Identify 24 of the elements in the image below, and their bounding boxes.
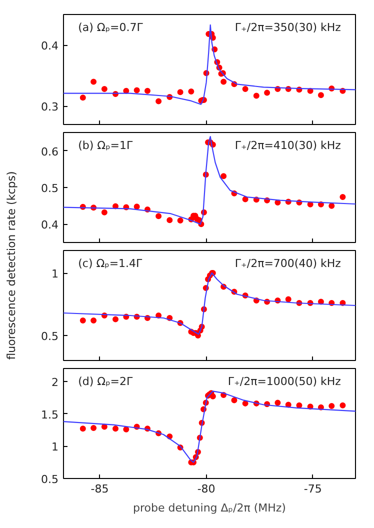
y-tick-label: 0.5 [41, 473, 59, 486]
x-tick-label: -85 [90, 482, 109, 496]
y-tick-label: 1 [52, 440, 58, 454]
annotation: Γ₊/2π=700(40) kHz [234, 257, 342, 270]
annotation: Γ₊/2π=410(30) kHz [234, 139, 342, 152]
annotation: (d) Ωₚ=2Γ [78, 375, 134, 388]
y-tick-label: 0.4 [41, 40, 59, 53]
annotation: (a) Ωₚ=0.7Γ [78, 21, 144, 34]
y-tick-label: 2 [52, 376, 58, 389]
annotation: (b) Ωₚ=1Γ [78, 139, 134, 152]
y-tick-label: 0.3 [41, 100, 59, 114]
annotation: (c) Ωₚ=1.4Γ [78, 257, 144, 270]
y-tick-label: 0.6 [41, 145, 59, 158]
x-tick-label: -75 [304, 482, 322, 496]
annotation: Γ₊/2π=350(30) kHz [234, 21, 342, 34]
y-axis-title: fluorescence detection rate (kcps) [5, 171, 18, 360]
y-tick-label: 0.5 [41, 330, 59, 343]
x-tick-label: -80 [197, 482, 216, 496]
x-axis-title: probe detuning Δₚ/2π (MHz) [133, 502, 286, 514]
y-tick-label: 0.5 [41, 182, 59, 195]
y-tick-label: 1 [52, 268, 58, 280]
y-tick-label: 1.5 [41, 408, 59, 422]
annotation: Γ₊/2π=1000(50) kHz [228, 375, 342, 388]
y-tick-label: 0.4 [41, 218, 59, 232]
